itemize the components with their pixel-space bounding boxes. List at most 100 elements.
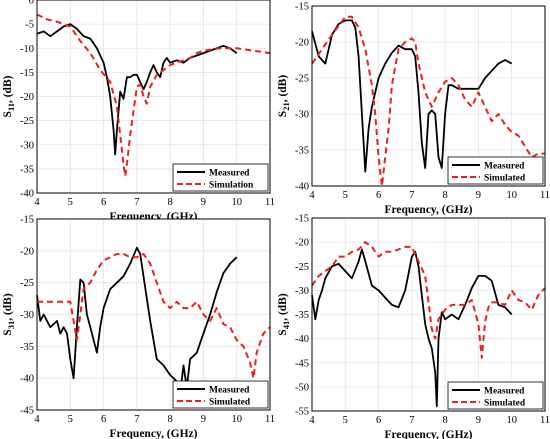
y-tick-label: -25 [295,262,309,273]
legend-label-simulated: Simulated [484,399,526,409]
y-tick-label: -25 [20,278,34,289]
legend-label-measured: Measured [484,162,525,172]
x-tick-label: 6 [376,190,381,201]
x-tick-label: 10 [231,197,242,208]
y-axis-label-main: S [277,111,289,117]
y-tick-label: -15 [20,68,34,79]
axes-frame [311,217,546,412]
x-axis-label: Frequency, (GHz) [385,429,473,439]
y-tick-label: -40 [20,374,34,385]
x-tick-label: 8 [443,190,448,201]
y-tick-label: -20 [295,38,309,49]
x-tick-label: 7 [134,414,139,425]
x-tick-label: 8 [168,414,173,425]
x-tick-label: 11 [265,197,275,208]
legend-box [172,380,269,409]
x-tick-label: 11 [540,415,550,426]
y-axis-label-subscript: 41 [281,321,291,330]
y-tick-label: -20 [295,238,309,249]
y-tick-label: -45 [295,358,309,369]
y-tick-label: -5 [25,20,34,31]
x-tick-label: 4 [34,197,40,208]
x-tick-label: 7 [409,190,414,201]
y-axis-label-unit: , (dB) [2,293,14,321]
series-line-measured [36,246,238,395]
legend: Measured Simulated [172,380,269,409]
x-tick-label: 9 [476,415,481,426]
y-axis-label-unit: , (dB) [277,75,289,103]
y-tick-label: -50 [295,382,309,393]
legend-label-simulated: Simulated [484,174,526,184]
y-tick-label: -15 [295,214,309,225]
y-tick-label: -35 [295,146,309,157]
y-tick-label: -25 [20,116,34,127]
x-tick-label: 6 [376,415,381,426]
x-axis-label: Frequency, (GHz) [385,204,473,216]
y-axis-label-unit: , (dB) [2,75,14,103]
y-tick-label: -45 [20,406,34,417]
x-tick-label: 8 [168,197,173,208]
legend-box [447,156,544,185]
y-tick-label: -30 [295,110,309,121]
x-axis-label: Frequency, (GHz) [110,428,198,439]
y-tick-label: -25 [295,74,309,85]
legend-label-measured: Measured [209,169,250,179]
legend-label-simulation: Simulation [209,181,254,191]
y-axis-label-subscript: 21 [281,102,291,111]
y-tick-label: -15 [20,215,34,226]
x-tick-label: 8 [443,415,448,426]
y-tick-label: -40 [20,189,34,200]
y-axis-label-main: S [277,329,289,335]
y-tick-label: -10 [20,44,34,55]
y-axis-label: S21, (dB) [277,75,291,118]
x-tick-label: 6 [101,197,106,208]
axes-frame [36,218,271,411]
x-tick-label: 7 [409,415,414,426]
legend: Measured Simulation [172,163,269,192]
axes-frame [36,0,271,194]
x-tick-label: 5 [68,414,73,425]
x-tick-label: 11 [540,190,550,201]
y-axis-label: S11, (dB) [2,75,16,117]
y-tick-label: -20 [20,246,34,257]
x-tick-label: 6 [101,414,106,425]
x-tick-label: 10 [506,190,517,201]
plot-area [312,6,545,186]
y-axis-label-unit: , (dB) [277,293,289,321]
y-tick-label: -30 [295,286,309,297]
y-tick-label: -35 [20,342,34,353]
y-tick-label: -35 [20,164,34,175]
x-tick-label: 5 [343,190,348,201]
y-tick-label: 0 [29,0,34,7]
legend-label-measured: Measured [209,386,250,396]
x-tick-label: 4 [309,415,315,426]
legend-label-measured: Measured [484,387,525,397]
y-tick-label: -15 [295,2,309,13]
y-tick-label: -40 [295,334,309,345]
series-line-measured [311,19,513,173]
legend-label-simulated: Simulated [209,398,251,408]
legend-box [447,381,544,410]
x-tick-label: 4 [309,190,315,201]
x-tick-label: 10 [506,415,517,426]
legend: Measured Simulated [447,156,544,185]
x-tick-label: 9 [201,197,206,208]
series-line-simulated [311,15,545,187]
series-line-simulated [37,253,271,380]
y-tick-label: -40 [295,182,309,193]
y-tick-label: -30 [20,140,34,151]
y-axis-label-main: S [2,111,14,117]
x-tick-label: 9 [201,414,206,425]
x-tick-label: 5 [68,197,73,208]
y-tick-label: -30 [20,310,34,321]
legend-box [172,163,269,192]
chart-panel-2: 4 5 6 7 8 9 10 11 -15 -20 -25 -30 -35 -40 Frequency, (… [277,2,550,217]
y-axis-label-subscript: 11 [6,103,16,111]
x-tick-label: 7 [134,197,139,208]
chart-panel-4: 4 5 6 7 8 9 10 11 -15 -20 -25 -30 -35 -40 -45 -50 -55 Fre… [277,214,550,439]
y-tick-label: -55 [295,407,309,418]
x-tick-label: 4 [34,414,40,425]
series-line-simulation [36,13,271,178]
axes-frame [311,5,546,187]
